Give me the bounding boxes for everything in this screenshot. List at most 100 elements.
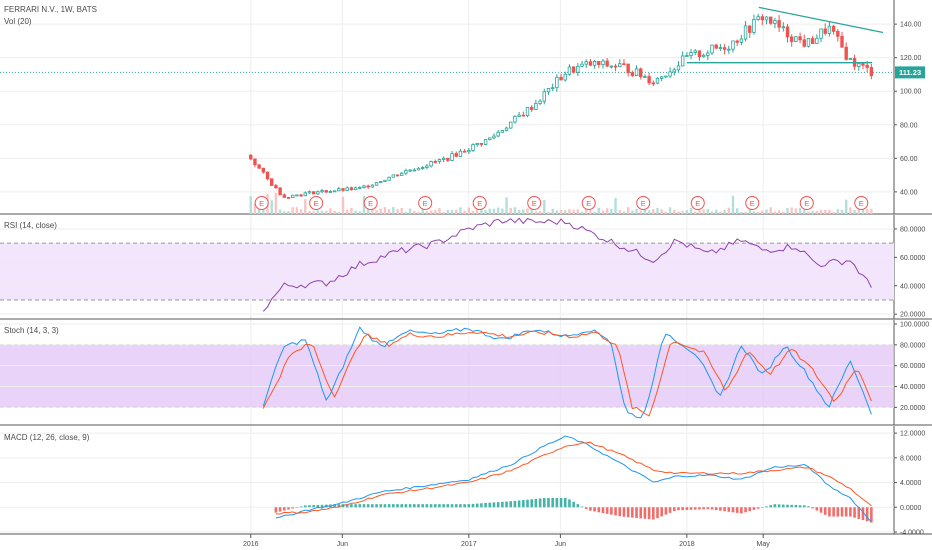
- volume-bar: [438, 208, 441, 214]
- volume-bar: [526, 208, 529, 214]
- earnings-marker: [799, 196, 814, 210]
- macd-histogram-bar: [379, 504, 383, 508]
- stoch-panel[interactable]: 100.0000 80.0000 60.0000 40.0000 20.0000: [0, 320, 932, 426]
- volume-bar: [752, 211, 756, 214]
- candle-body: [601, 60, 605, 65]
- volume-bar: [492, 208, 496, 214]
- macd-histogram-bar: [870, 507, 873, 523]
- candle-body: [802, 39, 806, 47]
- volume-bar: [622, 211, 626, 214]
- earnings-marker-label: E: [804, 199, 809, 208]
- earnings-marker-label: E: [314, 199, 319, 208]
- volume-bar: [647, 210, 651, 214]
- macd-histogram-bar: [802, 505, 806, 508]
- candle-body: [597, 60, 601, 65]
- candle-body: [454, 153, 458, 157]
- last-price-value: 111.23: [899, 68, 921, 77]
- volume-bar: [735, 208, 739, 214]
- volume-bar: [404, 211, 408, 214]
- volume-bar: [484, 209, 487, 214]
- earnings-marker-label: E: [477, 199, 482, 208]
- volume-bar: [618, 209, 621, 214]
- candle-body: [500, 130, 505, 133]
- volume-bar: [756, 211, 760, 214]
- volume-label: Vol (20): [4, 17, 32, 26]
- candle-body: [760, 16, 765, 21]
- macd-y-tick-label: 0.0000: [900, 505, 922, 512]
- volume-bar: [698, 209, 701, 214]
- signal-line: [275, 441, 872, 515]
- candle-body: [341, 188, 345, 191]
- volume-bar: [819, 209, 823, 214]
- macd-histogram-bar: [471, 503, 475, 508]
- volume-bar: [652, 209, 655, 214]
- volume-bar: [828, 209, 831, 214]
- volume-bar: [467, 207, 471, 214]
- candle-body: [446, 157, 450, 161]
- candle-body: [701, 54, 706, 58]
- candle-body: [521, 114, 526, 117]
- candle-body: [869, 67, 874, 77]
- volume-bar: [450, 209, 454, 214]
- candle-body: [739, 38, 744, 43]
- candle-body: [370, 184, 375, 188]
- macd-line: [275, 435, 872, 523]
- volume-bar: [572, 209, 575, 214]
- price-panel[interactable]: 140.00 120.00 100.00 80.00 60.00 40.00 E E E E E E E…: [0, 0, 932, 215]
- volume-bar: [417, 211, 420, 214]
- candle-body: [404, 170, 408, 174]
- volume-bar: [475, 208, 479, 214]
- macd-histogram-bar: [865, 507, 869, 522]
- earnings-marker: [636, 196, 651, 210]
- macd-histogram-bar: [643, 507, 647, 519]
- volume-bar: [496, 207, 500, 214]
- volume-bar: [559, 210, 563, 214]
- candle-body: [668, 71, 672, 77]
- macd-histogram-bar: [308, 505, 311, 508]
- candle-body: [328, 191, 333, 193]
- macd-histogram-bar: [438, 504, 441, 508]
- candle-body: [383, 179, 387, 182]
- candle-body: [756, 16, 760, 20]
- volume-bar: [794, 208, 798, 214]
- macd-histogram-bar: [278, 507, 282, 512]
- volume-bar: [308, 210, 311, 214]
- volume-bar: [677, 211, 680, 214]
- volume-bar: [593, 211, 596, 214]
- candle-body: [550, 87, 555, 90]
- macd-histogram-bar: [836, 507, 840, 517]
- volume-bar: [660, 209, 663, 214]
- macd-histogram-bar: [656, 507, 659, 519]
- candle-body: [622, 63, 626, 66]
- resistance-trendline: [758, 6, 884, 34]
- volume-bar: [815, 210, 819, 214]
- macd-histogram-bar: [371, 504, 374, 508]
- candle-body: [727, 48, 731, 51]
- macd-histogram-bar: [647, 507, 651, 520]
- macd-histogram-bar: [614, 507, 617, 516]
- stoch-d-line: [262, 330, 872, 417]
- candle-body: [429, 161, 433, 167]
- macd-panel[interactable]: 12.0000 8.0000 4.0000 0.0000 -4.0000: [0, 426, 932, 537]
- candle-body: [689, 52, 693, 56]
- macd-histogram-bar: [450, 504, 454, 508]
- candle-body: [408, 169, 412, 172]
- candle-body: [735, 40, 739, 43]
- macd-histogram-bar: [459, 504, 462, 508]
- rsi-panel[interactable]: 80.0000 60.0000 40.0000 20.0000: [0, 215, 932, 320]
- candle-body: [400, 172, 404, 176]
- macd-histogram-bar: [287, 507, 290, 510]
- macd-histogram-bar: [685, 507, 689, 510]
- candle-body: [332, 190, 337, 193]
- candle-body: [647, 76, 651, 84]
- candle-body: [295, 194, 299, 197]
- volume-bar: [350, 207, 353, 214]
- earnings-marker: [309, 196, 324, 210]
- volume-bar: [777, 210, 781, 214]
- macd-histogram-bar: [580, 506, 584, 508]
- volume-bar: [249, 196, 252, 214]
- candle-body: [379, 181, 383, 183]
- macd-histogram-bar: [861, 507, 865, 521]
- volume-bar: [505, 197, 508, 214]
- macd-histogram-bar: [433, 504, 437, 508]
